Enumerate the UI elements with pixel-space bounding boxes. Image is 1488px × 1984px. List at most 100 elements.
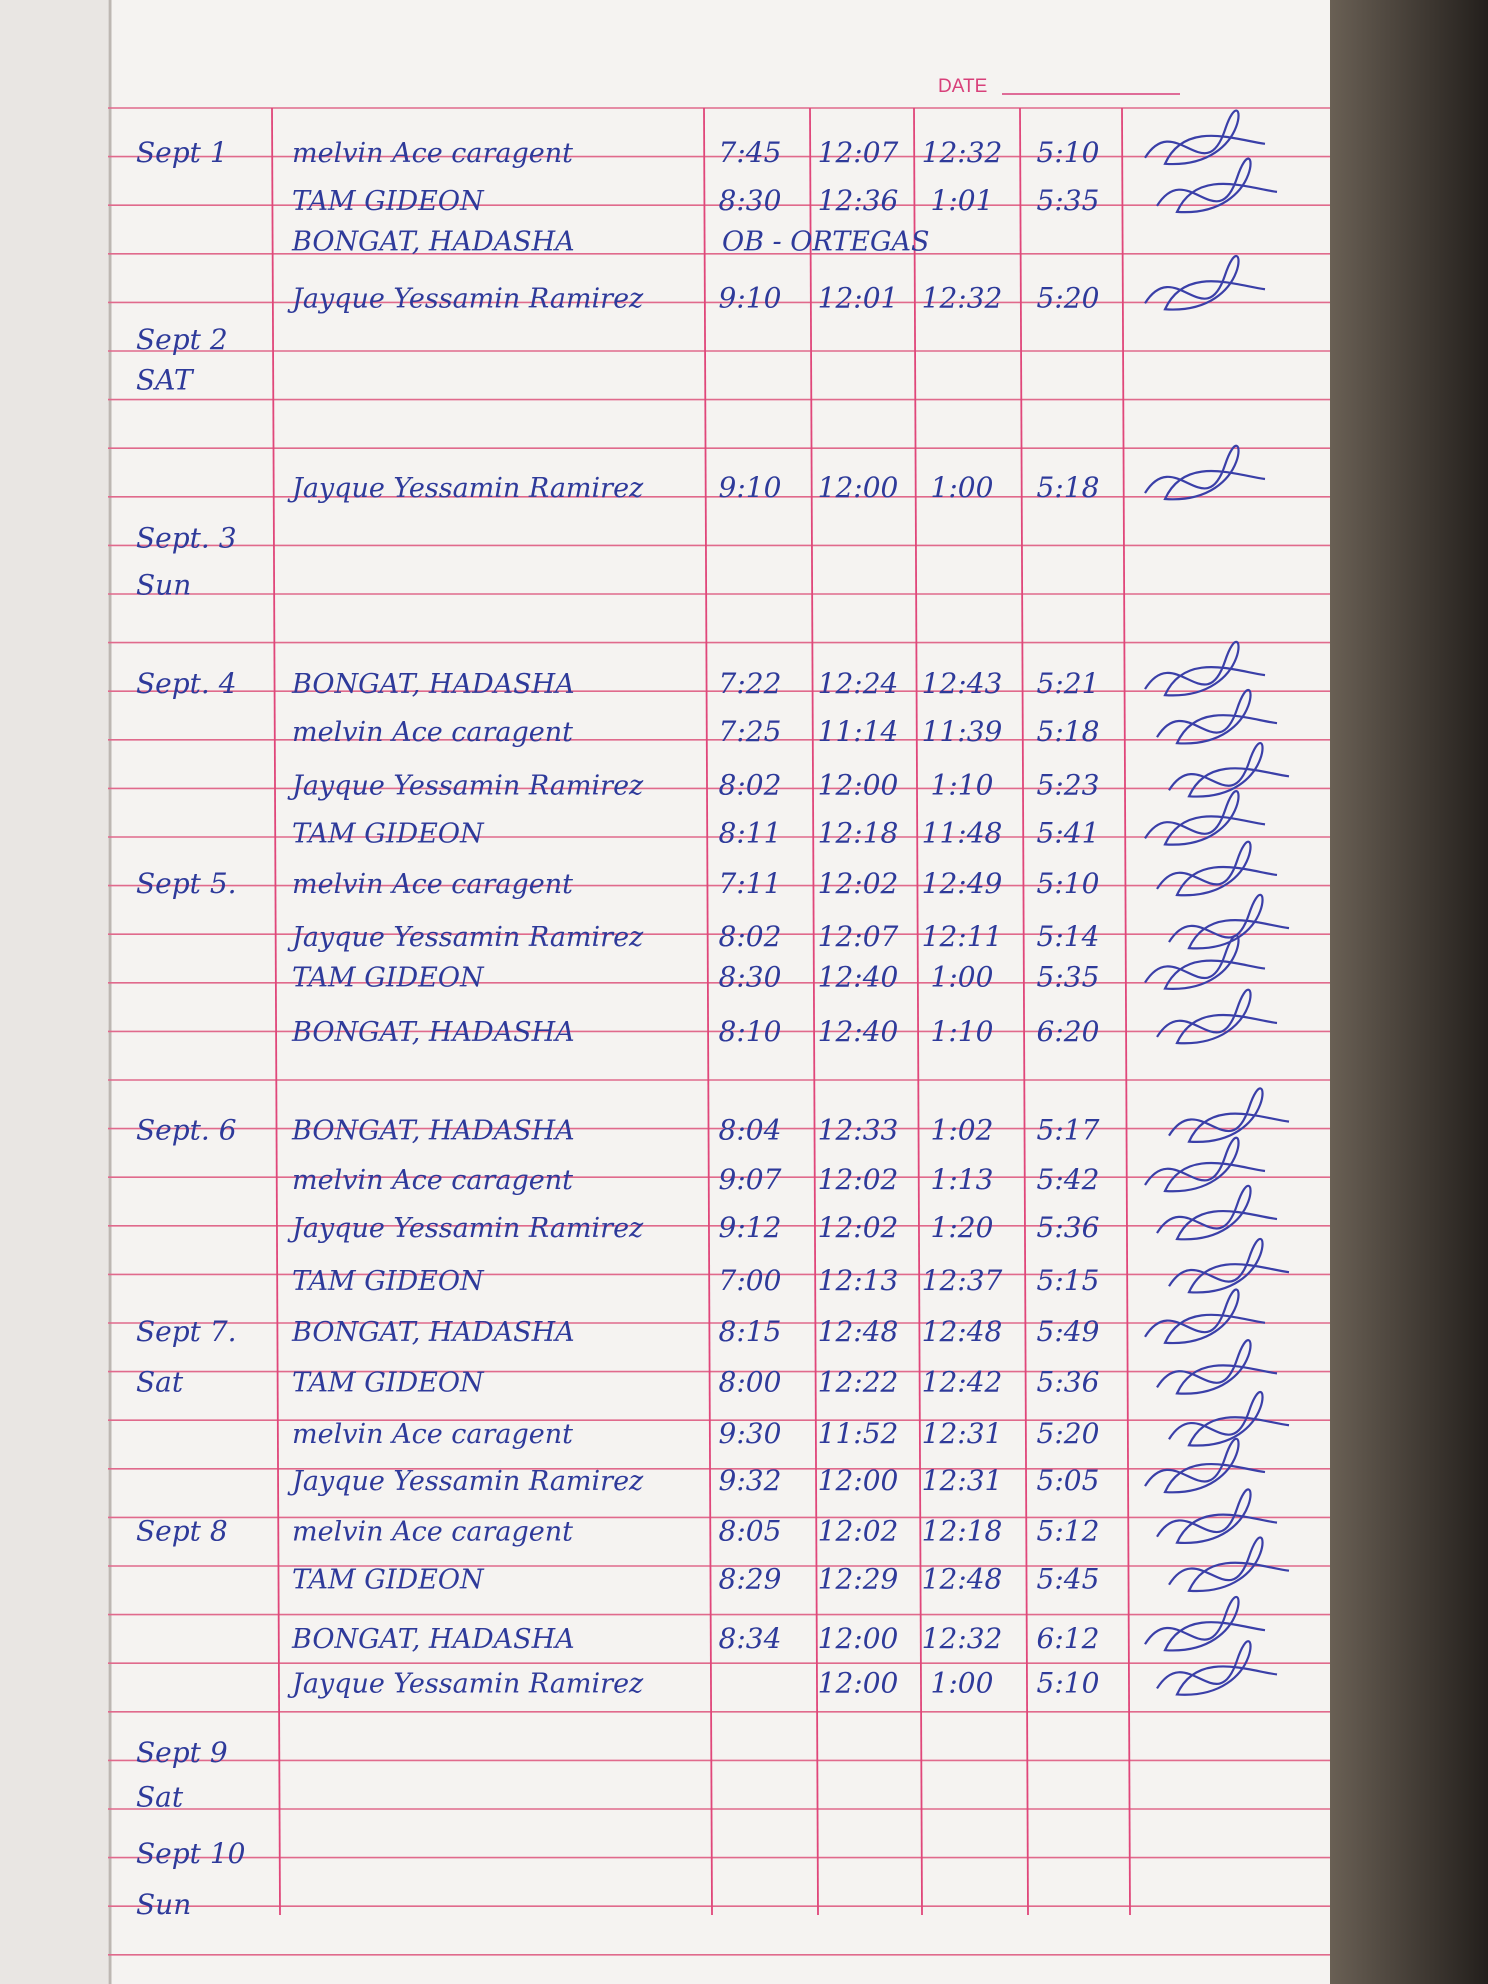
employee-name: TAM GIDEON [292,818,485,849]
time: 12:48 [818,1315,899,1348]
date-label: DATE [938,76,987,97]
time: 5:49 [1037,1315,1100,1348]
time: 8:10 [719,1015,782,1048]
date: Sept 1 [136,136,228,169]
time: 12:07 [818,920,899,953]
time: 8:00 [719,1365,782,1398]
signature [1144,444,1266,501]
time: 8:02 [719,920,782,953]
time: 12:36 [818,184,899,217]
time: 6:20 [1037,1015,1100,1048]
time: 5:35 [1037,961,1100,994]
time: 5:41 [1037,816,1100,849]
time: 8:11 [719,816,782,849]
signature [1168,1237,1290,1294]
signature [1156,157,1278,213]
time: 12:33 [818,1114,899,1147]
time: 12:11 [922,920,1003,953]
background [1320,0,1488,1984]
time: 5:10 [1037,136,1100,169]
column-line [271,107,281,1916]
time: 5:18 [1037,715,1100,748]
previous-page [0,0,112,1984]
time: 1:10 [931,1015,994,1048]
time: 12:32 [922,1622,1003,1655]
employee-name: BONGAT, HADASHA [291,669,575,700]
date: Sept 2 [136,323,228,356]
time: 1:00 [931,961,994,994]
employee-name: melvin Ace caragent [292,138,573,169]
signature [1144,1437,1266,1494]
employee-name: BONGAT, HADASHA [291,1116,575,1147]
time: 1:01 [931,184,994,217]
time: 6:12 [1037,1622,1100,1655]
time: 8:34 [719,1622,782,1655]
time: 5:20 [1037,281,1100,314]
time: 12:22 [818,1365,899,1398]
time: 5:23 [1037,768,1100,801]
time: 12:00 [818,1666,899,1699]
date: Sept 9 [136,1736,228,1769]
time: 5:18 [1037,471,1100,504]
column-line [1019,107,1029,1916]
time: 12:48 [922,1563,1003,1596]
time: 8:30 [719,961,782,994]
date: SAT [136,364,195,397]
time: 12:00 [818,1464,899,1497]
date: Sun [136,568,191,601]
time: 12:31 [922,1417,1003,1450]
time: 12:32 [922,136,1003,169]
time: 7:22 [719,667,782,700]
time: 8:02 [719,768,782,801]
date: Sept 7. [136,1315,237,1348]
time: 5:21 [1037,667,1100,700]
signature [1156,988,1278,1045]
time: 5:05 [1037,1464,1100,1497]
date: Sept. 6 [136,1114,237,1147]
time: 11:14 [818,715,899,748]
time: 7:00 [719,1264,782,1297]
signature [1168,1536,1290,1592]
time: 12:24 [818,667,899,700]
signature [1168,1390,1290,1447]
time: 12:07 [818,136,899,169]
time: 5:45 [1037,1563,1100,1596]
employee-name: TAM GIDEON [292,1565,485,1596]
time: 12:31 [922,1464,1003,1497]
time: 9:07 [719,1163,782,1196]
time: 5:17 [1037,1114,1100,1147]
signature [1144,1136,1266,1193]
time: 5:12 [1037,1515,1100,1548]
employee-name: BONGAT, HADASHA [291,1017,575,1048]
time: 8:29 [719,1563,782,1596]
signature [1144,1288,1266,1344]
time: 5:42 [1037,1163,1100,1196]
time: 7:11 [719,867,782,900]
time: 9:10 [719,471,782,504]
time: 12:00 [818,1622,899,1655]
employee-name: BONGAT, HADASHA [291,1624,575,1655]
time: 5:14 [1037,920,1100,953]
employee-name: Jayque Yessamin Ramirez [287,922,644,953]
ruled-lines [108,107,1330,1956]
employee-name: TAM GIDEON [292,186,485,217]
time: 5:35 [1037,184,1100,217]
time: 9:30 [719,1417,782,1450]
employee-name: Jayque Yessamin Ramirez [287,1213,644,1244]
time: 7:25 [719,715,782,748]
time: 12:49 [922,867,1003,900]
time: 12:37 [922,1264,1003,1297]
time: 12:02 [818,1211,899,1244]
time: 12:43 [922,667,1003,700]
employee-name: Jayque Yessamin Ramirez [287,1466,644,1497]
employee-name: Jayque Yessamin Ramirez [287,770,644,801]
time: 8:30 [719,184,782,217]
date: Sat [136,1365,184,1398]
time: 5:36 [1037,1211,1100,1244]
time: 12:40 [818,1015,899,1048]
time: 9:10 [719,281,782,314]
time: 12:02 [818,867,899,900]
time: 12:18 [922,1515,1003,1548]
time: 5:10 [1037,1666,1100,1699]
